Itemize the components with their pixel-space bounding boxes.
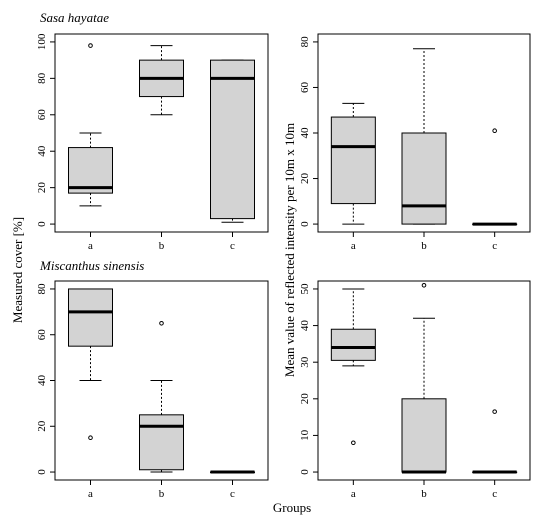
x-tick-label: a [88, 488, 93, 500]
y-axis-label-left: Measured cover [%] [10, 217, 25, 323]
box-group-c [210, 59, 255, 223]
y-tick-label: 20 [36, 182, 48, 194]
box [210, 59, 255, 220]
y-tick-label: 100 [36, 33, 48, 50]
box [139, 414, 184, 471]
y-tick-label: 20 [299, 393, 311, 405]
box-group-a [68, 288, 113, 441]
box-group-c [210, 470, 255, 474]
outlier-point [88, 435, 93, 441]
outlier-point [492, 409, 497, 414]
y-tick-label: 30 [299, 356, 311, 368]
box [330, 328, 376, 361]
x-axis-label: Groups [273, 500, 311, 515]
box [401, 132, 447, 225]
box-group-a [330, 102, 376, 225]
box-group-a [68, 43, 113, 207]
y-tick-label: 80 [36, 72, 48, 84]
panel-1: 0 20 40 60 80 100 a b c [36, 33, 269, 252]
x-tick-label: c [230, 488, 235, 500]
outlier-point [492, 128, 497, 134]
panel-3: 0 20 40 60 80 a b c [36, 280, 269, 500]
y-axis-label-right: Mean value of reflected intensity per 10… [282, 123, 297, 377]
y-tick-label: 40 [299, 127, 311, 139]
y-tick-label: 0 [36, 469, 48, 475]
y-tick-label: 40 [36, 145, 48, 157]
box-group-b [401, 282, 447, 474]
y-tick-label: 80 [36, 283, 48, 295]
y-tick-label: 10 [299, 429, 311, 441]
outlier-point [421, 282, 427, 288]
outlier-point [351, 440, 356, 446]
box [330, 116, 376, 205]
x-tick-label: b [421, 240, 427, 252]
y-tick-label: 60 [299, 81, 311, 93]
box-group-a [330, 288, 376, 446]
box [401, 398, 447, 473]
box [68, 288, 113, 347]
x-tick-label: b [421, 488, 427, 500]
x-tick-label: c [230, 240, 235, 252]
y-tick-label: 60 [36, 329, 48, 341]
y-tick-label: 0 [299, 469, 311, 475]
x-tick-label: c [492, 240, 497, 252]
box-group-b [401, 48, 447, 225]
box [68, 147, 113, 194]
outlier-point [88, 43, 93, 48]
panel-2: 0 20 40 60 80 a b c [299, 33, 531, 252]
y-tick-label: 20 [36, 420, 48, 432]
x-tick-label: a [351, 488, 356, 500]
y-tick-label: 80 [299, 36, 311, 48]
panel-4: 0 10 20 30 40 50 a b c [299, 280, 531, 500]
x-tick-label: a [88, 240, 93, 252]
box-group-b [139, 320, 184, 473]
x-tick-label: c [492, 488, 497, 500]
y-tick-label: 20 [299, 173, 311, 185]
y-tick-label: 40 [299, 320, 311, 332]
x-tick-label: b [159, 488, 165, 500]
panel-title-miscanthus-sinensis: Miscanthus sinensis [39, 258, 144, 273]
y-tick-label: 40 [36, 375, 48, 387]
panel-title-sasa-hayatae: Sasa hayatae [40, 10, 109, 25]
y-tick-label: 60 [36, 109, 48, 121]
box-group-c [472, 409, 518, 474]
x-tick-label: b [159, 240, 165, 252]
y-tick-label: 0 [299, 221, 311, 227]
x-tick-label: a [351, 240, 356, 252]
box-group-c [472, 128, 518, 226]
box-group-b [139, 45, 184, 116]
y-tick-label: 50 [299, 283, 311, 295]
y-tick-label: 0 [36, 221, 48, 227]
outlier-point [159, 320, 164, 326]
